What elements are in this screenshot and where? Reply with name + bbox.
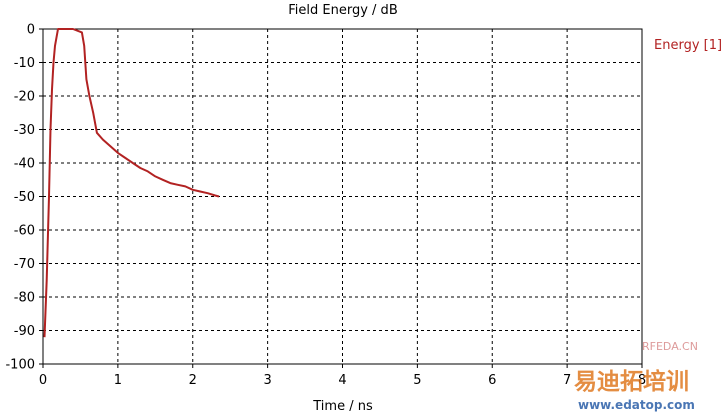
y-tick-label-10: -100 xyxy=(5,358,35,373)
y-tick-label-9: -90 xyxy=(14,324,35,339)
series-line-energy xyxy=(43,28,220,338)
y-tick-label-6: -60 xyxy=(14,224,35,239)
x-tick-label-3: 3 xyxy=(263,373,271,388)
x-tick-label-8: 8 xyxy=(638,373,646,388)
y-tick-label-7: -70 xyxy=(14,257,35,272)
x-tick-label-2: 2 xyxy=(189,373,197,388)
x-tick-label-7: 7 xyxy=(563,373,571,388)
chart-title: Field Energy / dB xyxy=(288,3,397,18)
x-tick-label-5: 5 xyxy=(413,373,421,388)
y-tick-label-5: -50 xyxy=(14,190,35,205)
x-tick-label-4: 4 xyxy=(338,373,346,388)
y-axis-ticks: 0 -10 -20 -30 -40 -50 -60 -70 -80 -90 -100 xyxy=(5,23,43,373)
x-axis-ticks: 0 1 2 3 4 5 6 7 8 xyxy=(39,364,646,388)
y-tick-label-4: -40 xyxy=(14,157,35,172)
watermark-site: RFEDA.CN xyxy=(642,340,698,353)
series-layer xyxy=(43,28,220,338)
y-tick-label-2: -20 xyxy=(14,90,35,105)
x-tick-label-6: 6 xyxy=(488,373,496,388)
y-tick-label-3: -30 xyxy=(14,123,35,138)
watermark-brand: 易迪拓培训 xyxy=(574,368,689,395)
legend-entry-energy: Energy [1] xyxy=(654,38,722,53)
grid-layer xyxy=(43,29,642,364)
x-tick-label-0: 0 xyxy=(39,373,47,388)
watermark-url: www.edatop.com xyxy=(578,398,695,412)
x-tick-label-1: 1 xyxy=(114,373,122,388)
x-axis-label: Time / ns xyxy=(312,399,373,414)
y-tick-label-1: -10 xyxy=(14,56,35,71)
y-tick-label-8: -80 xyxy=(14,291,35,306)
y-tick-label-0: 0 xyxy=(27,23,35,38)
watermark: RFEDA.CN 易迪拓培训 www.edatop.com xyxy=(574,340,698,412)
